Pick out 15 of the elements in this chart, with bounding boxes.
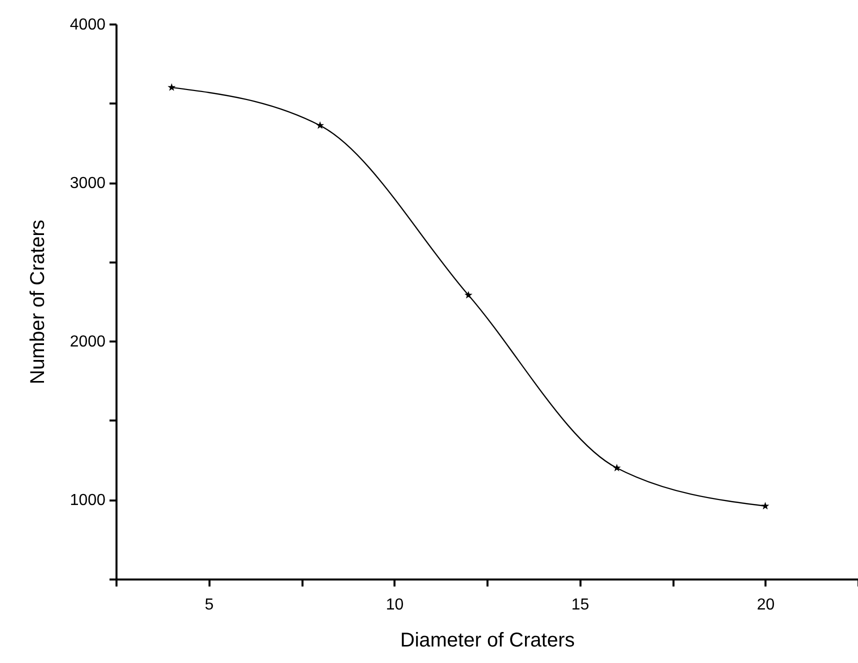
x-axis-title: Diameter of Craters (400, 630, 575, 652)
point (612, 464, 621, 472)
x-tick-label: 10 (386, 596, 404, 614)
y-tick-label: 3000 (70, 175, 106, 192)
y-tick-label: 4000 (70, 16, 106, 34)
point (761, 502, 770, 510)
point (464, 290, 472, 299)
x-tick-label: 20 (756, 596, 775, 614)
y-axis-title: Number of Craters (26, 220, 49, 384)
y-tick-label: 2000 (70, 334, 106, 351)
y-tick-label: 1000 (70, 492, 106, 510)
point (316, 121, 324, 129)
x-tick-label: 5 (204, 596, 214, 614)
point (168, 83, 176, 91)
x-tick-label: 15 (571, 596, 590, 614)
